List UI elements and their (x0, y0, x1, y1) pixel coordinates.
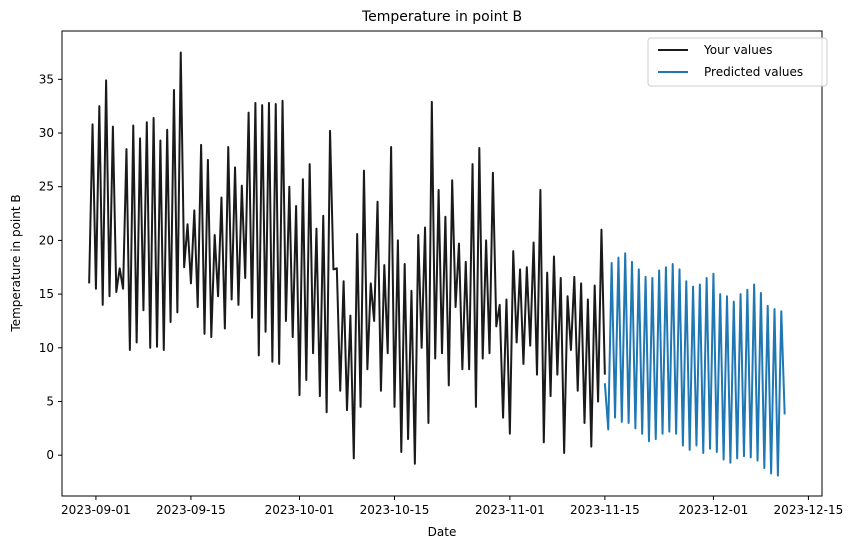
x-tick-label: 2023-10-15 (360, 503, 430, 517)
chart-title: Temperature in point B (361, 9, 522, 25)
series-line-predicted-values (603, 252, 786, 477)
y-tick-label: 15 (39, 287, 54, 301)
y-tick-label: 5 (46, 394, 54, 408)
legend-label-predicted-values: Predicted values (704, 65, 803, 79)
x-tick-label: 2023-12-01 (679, 503, 749, 517)
plot-frame (61, 30, 823, 497)
x-tick-label: 2023-10-01 (265, 503, 335, 517)
y-axis: 0 5 10 15 20 25 30 35 (39, 72, 62, 462)
x-tick-label: 2023-11-15 (570, 503, 640, 517)
series-line-your-values (88, 51, 606, 465)
y-tick-label: 35 (39, 72, 54, 86)
legend-frame (647, 37, 828, 87)
y-tick-label: 25 (39, 180, 54, 194)
y-tick-label: 20 (39, 233, 54, 247)
x-axis: 2023-09-01 2023-09-15 2023-10-01 2023-10-15… (61, 496, 843, 517)
legend-label-your-values: Your values (703, 43, 772, 57)
x-tick-label: 2023-09-15 (156, 503, 226, 517)
y-tick-label: 30 (39, 126, 54, 140)
legend: Your values Predicted values (647, 37, 828, 87)
x-axis-label: Date (428, 525, 457, 539)
y-tick-label: 10 (39, 341, 54, 355)
y-tick-label: 0 (46, 448, 54, 462)
x-tick-label: 2023-11-01 (475, 503, 545, 517)
x-tick-label: 2023-12-15 (774, 503, 844, 517)
series-layer (88, 51, 786, 477)
plot-area (88, 51, 786, 477)
y-axis-label: Temperature in point B (9, 194, 23, 332)
x-tick-label: 2023-09-01 (61, 503, 131, 517)
